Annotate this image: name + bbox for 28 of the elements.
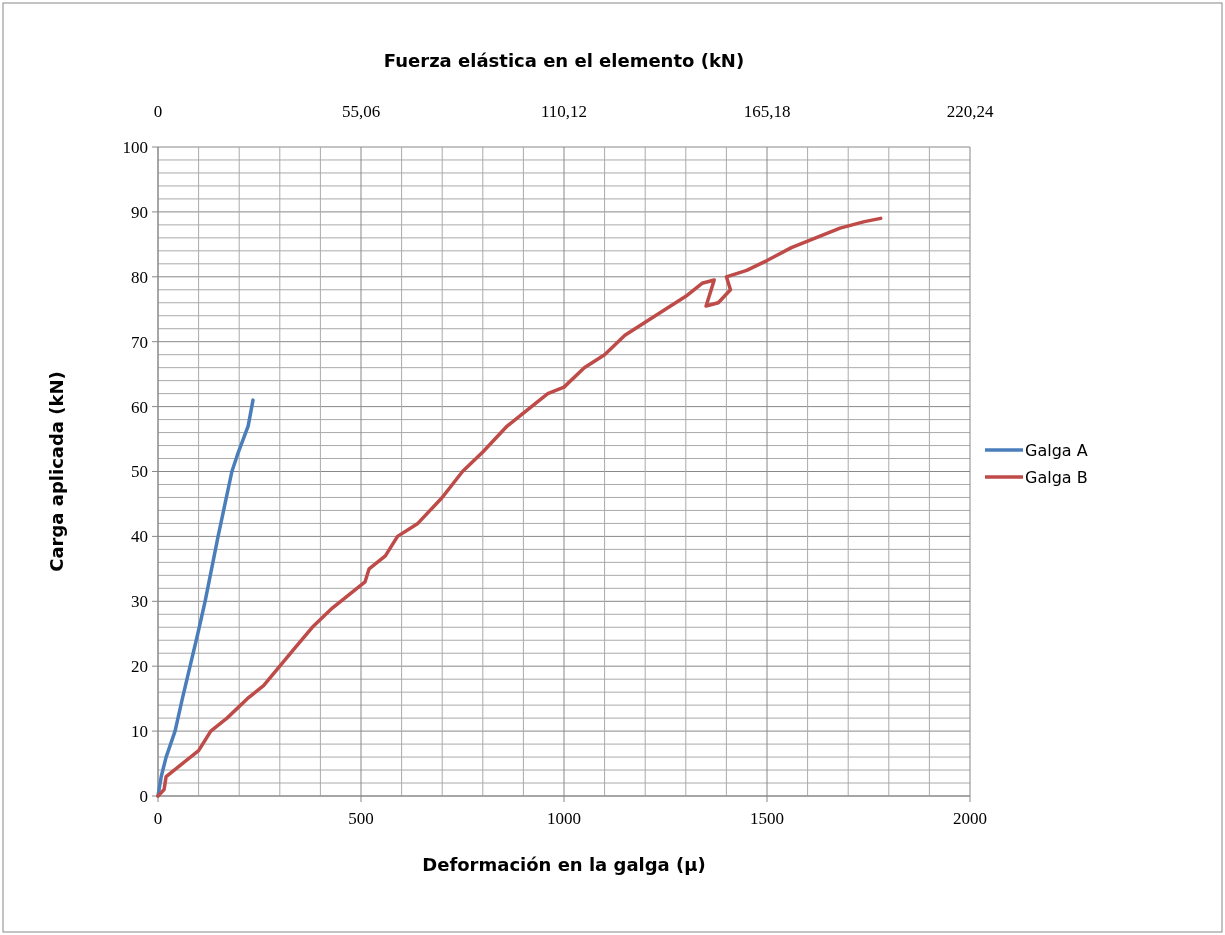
y-tick-label: 70 bbox=[131, 332, 148, 352]
y-tick-label: 50 bbox=[131, 462, 148, 482]
y-axis-title: Carga aplicada (kN) bbox=[46, 371, 67, 572]
y-tick-label: 90 bbox=[131, 202, 148, 222]
x2-axis-title: Fuerza elástica en el elemento (kN) bbox=[383, 50, 745, 71]
x2-tick-label: 0 bbox=[153, 102, 163, 121]
y-tick-label: 0 bbox=[139, 786, 148, 806]
y-tick-label: 10 bbox=[131, 722, 148, 742]
y-tick-label: 80 bbox=[131, 267, 148, 287]
y-tick-label: 60 bbox=[131, 397, 148, 417]
legend-label: Galga A bbox=[1025, 440, 1088, 460]
x-tick-label: 500 bbox=[348, 809, 374, 828]
legend-label: Galga B bbox=[1025, 467, 1088, 487]
x-tick-label: 2000 bbox=[953, 809, 987, 828]
x2-tick-label: 220,24 bbox=[946, 102, 994, 121]
y-tick-label: 100 bbox=[122, 137, 148, 157]
y-tick-label: 40 bbox=[131, 527, 148, 547]
x-tick-label: 1000 bbox=[547, 809, 581, 828]
y-tick-label: 30 bbox=[131, 592, 148, 612]
x-tick-label: 0 bbox=[153, 809, 163, 828]
x-axis-title: Deformación en la galga (µ) bbox=[422, 854, 706, 875]
x2-tick-label: 110,12 bbox=[540, 102, 588, 121]
y-tick-label: 20 bbox=[131, 657, 148, 677]
line-series bbox=[156, 398, 255, 798]
x2-tick-label: 165,18 bbox=[743, 102, 791, 121]
x2-tick-label: 55,06 bbox=[341, 102, 381, 121]
line-series bbox=[156, 216, 883, 798]
x-tick-label: 1500 bbox=[750, 809, 784, 828]
